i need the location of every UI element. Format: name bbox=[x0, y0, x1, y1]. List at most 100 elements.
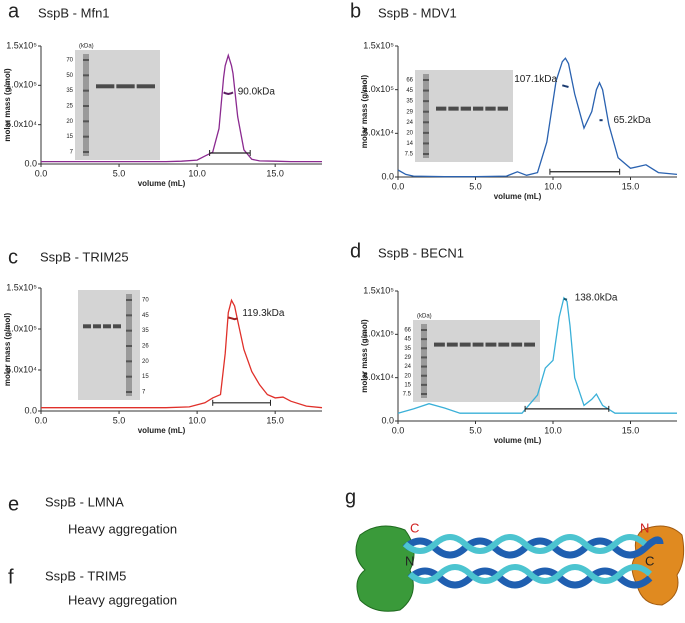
gel-band bbox=[472, 342, 484, 347]
y-tick-label: 0.0 bbox=[24, 158, 37, 168]
y-tick-label: 1.5x10⁵ bbox=[6, 40, 37, 50]
panel-f: f SspB - TRIM5 Heavy aggregation bbox=[8, 566, 177, 607]
gel-marker-label: 15 bbox=[404, 382, 411, 388]
gel-marker-label: 70 bbox=[66, 58, 73, 64]
panel-letter: g bbox=[345, 486, 356, 508]
y-tick-label: 0.0 bbox=[381, 415, 394, 425]
gel-marker-label: 66 bbox=[404, 328, 411, 334]
gel-marker-label: 7.5 bbox=[405, 152, 414, 158]
mass-label: 119.3kDa bbox=[242, 308, 285, 319]
terminus-label: N bbox=[405, 553, 414, 568]
marker-band bbox=[83, 59, 89, 61]
x-tick-label: 10.0 bbox=[188, 168, 206, 178]
marker-band bbox=[126, 375, 132, 378]
marker-band bbox=[83, 89, 89, 92]
x-tick-label: 5.0 bbox=[469, 181, 482, 191]
mass-label: 65.2kDa bbox=[613, 115, 651, 126]
panel-title: SspB - Mfn1 bbox=[38, 5, 110, 20]
helix bbox=[402, 534, 648, 554]
trace bbox=[563, 297, 568, 301]
x-tick-label: 0.0 bbox=[35, 415, 48, 425]
x-tick-label: 5.0 bbox=[113, 415, 126, 425]
gel-band bbox=[93, 324, 101, 329]
marker-band bbox=[423, 89, 429, 92]
x-tick-label: 5.0 bbox=[469, 425, 482, 435]
gel-marker-label: 26 bbox=[142, 344, 149, 350]
gel-band bbox=[524, 342, 535, 347]
y-tick-label: 0.0 bbox=[24, 405, 37, 415]
x-tick-label: 15.0 bbox=[266, 415, 284, 425]
x-tick-label: 15.0 bbox=[622, 181, 640, 191]
y-tick-label: 1.0x10⁵ bbox=[363, 84, 394, 94]
marker-band bbox=[126, 345, 132, 347]
x-axis-label: volume (mL) bbox=[494, 436, 542, 445]
marker-band bbox=[126, 391, 132, 393]
helix bbox=[402, 536, 664, 559]
gel-marker-label: 45 bbox=[142, 313, 149, 319]
marker-band bbox=[83, 120, 89, 123]
trace bbox=[397, 57, 678, 178]
marker-band bbox=[126, 360, 132, 363]
panel-e: e SspB - LMNA Heavy aggregation bbox=[8, 493, 177, 536]
gel-marker-label: 35 bbox=[66, 88, 73, 94]
panel-title: SspB - BECN1 bbox=[378, 245, 464, 260]
gel-marker-label: 7 bbox=[142, 390, 146, 396]
marker-band bbox=[83, 135, 89, 138]
x-axis-label: volume (mL) bbox=[138, 179, 186, 188]
terminus-label: N bbox=[640, 520, 649, 535]
trace bbox=[397, 296, 677, 414]
x-tick-label: 0.0 bbox=[35, 168, 48, 178]
gel-marker-label: 24 bbox=[406, 120, 413, 126]
panel-note: Heavy aggregation bbox=[68, 521, 177, 536]
marker-lane bbox=[423, 74, 429, 158]
y-axis-label: molar mass (g/mol) bbox=[360, 74, 369, 148]
marker-lane bbox=[421, 324, 427, 398]
marker-band bbox=[421, 329, 427, 331]
panel-letter: a bbox=[8, 0, 20, 22]
gel-band bbox=[459, 342, 471, 347]
x-axis-label: volume (mL) bbox=[494, 192, 542, 201]
x-tick-label: 10.0 bbox=[544, 425, 562, 435]
marker-band bbox=[423, 79, 429, 81]
terminus-label: C bbox=[410, 520, 419, 535]
gel-band bbox=[103, 324, 111, 329]
gel-band bbox=[446, 342, 458, 347]
gel-band bbox=[434, 342, 445, 347]
gel-marker-label: 66 bbox=[406, 78, 413, 84]
gel-unit: (kDa) bbox=[79, 44, 94, 50]
marker-band bbox=[423, 110, 429, 113]
gel-band bbox=[485, 342, 497, 347]
y-tick-label: 1.5x10⁵ bbox=[363, 285, 394, 295]
trace bbox=[41, 298, 323, 409]
gel-band bbox=[473, 106, 484, 111]
gel-band bbox=[460, 106, 471, 111]
gel-marker-label: 7 bbox=[70, 150, 74, 156]
gel-marker-label: 20 bbox=[66, 119, 73, 125]
marker-band bbox=[83, 105, 89, 107]
gel-marker-label: 7.5 bbox=[403, 392, 412, 398]
mass-label: 107.1kDa bbox=[514, 74, 557, 85]
gel-marker-label: 20 bbox=[142, 359, 149, 365]
gel-marker-label: 14 bbox=[406, 141, 413, 147]
mass-label: 138.0kDa bbox=[575, 293, 618, 304]
y-tick-label: 1.0x10⁵ bbox=[6, 323, 37, 333]
x-tick-label: 15.0 bbox=[622, 425, 640, 435]
panel-title: SspB - LMNA bbox=[45, 494, 124, 509]
marker-band bbox=[421, 347, 427, 350]
panel-title: SspB - MDV1 bbox=[378, 5, 457, 20]
gel-marker-label: 29 bbox=[404, 355, 411, 361]
panel-letter: e bbox=[8, 493, 19, 515]
gel-band bbox=[448, 106, 459, 111]
y-tick-label: 0.0 bbox=[381, 171, 394, 181]
y-tick-label: 1.0x10⁵ bbox=[6, 80, 37, 90]
panel-letter: f bbox=[8, 566, 14, 588]
y-tick-label: 5.0x10⁴ bbox=[363, 128, 394, 138]
marker-band bbox=[83, 151, 89, 153]
marker-band bbox=[126, 299, 132, 301]
x-tick-label: 5.0 bbox=[113, 168, 126, 178]
x-tick-label: 10.0 bbox=[544, 181, 562, 191]
trace bbox=[41, 53, 322, 163]
x-tick-label: 0.0 bbox=[392, 181, 405, 191]
marker-band bbox=[421, 393, 427, 395]
